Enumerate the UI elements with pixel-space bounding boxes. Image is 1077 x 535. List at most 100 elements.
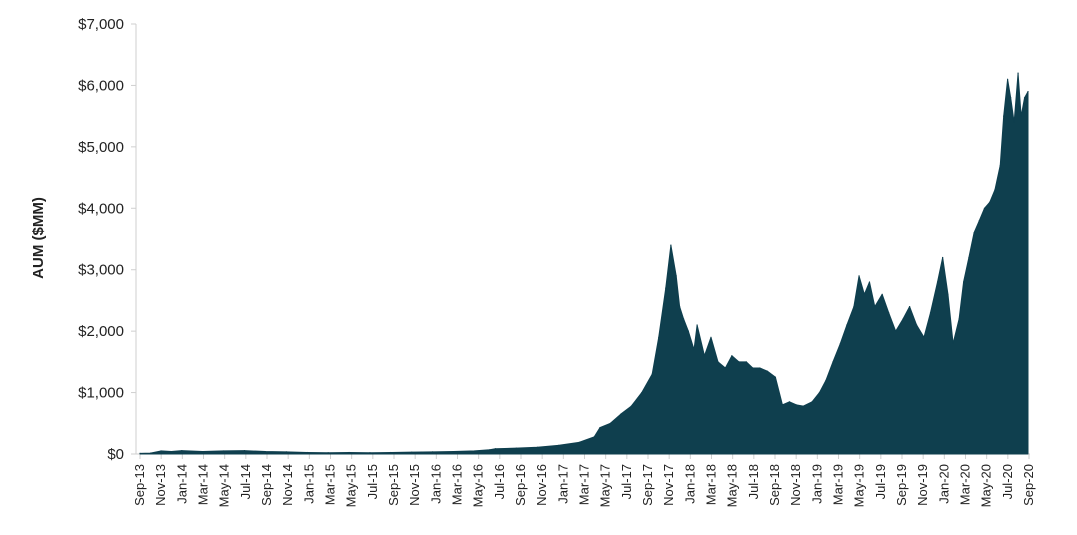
data-point — [752, 367, 754, 369]
data-point — [825, 379, 827, 381]
aum-area-series — [139, 72, 1029, 455]
x-tick-label: Jan-15 — [301, 464, 316, 504]
data-point — [881, 293, 883, 295]
data-point — [999, 164, 1001, 166]
data-point — [411, 451, 413, 453]
x-tick-label: May-20 — [979, 464, 994, 507]
data-point — [774, 376, 777, 378]
x-tick-label: Sep-19 — [894, 464, 909, 506]
x-tick-label: May-19 — [852, 464, 867, 507]
x-tick-label: Sep-13 — [132, 464, 147, 506]
data-point — [348, 451, 350, 454]
data-point — [936, 281, 939, 283]
y-tick-label: $0 — [107, 446, 124, 463]
x-tick-label: May-15 — [344, 464, 359, 507]
y-tick-label: $2,000 — [78, 323, 124, 340]
data-point — [489, 449, 491, 451]
x-tick-label: Jan-14 — [174, 464, 189, 504]
data-point — [641, 391, 643, 394]
data-point — [494, 448, 497, 450]
data-point — [863, 293, 865, 295]
data-point — [452, 450, 455, 453]
data-point — [390, 451, 392, 454]
data-point — [593, 436, 595, 438]
data-point — [795, 404, 797, 406]
x-tick-label: Jul-20 — [1000, 464, 1015, 499]
data-point — [703, 355, 706, 357]
data-point — [895, 330, 897, 332]
data-point — [989, 201, 991, 203]
x-tick-label: Nov-19 — [915, 464, 930, 506]
x-tick-label: Sep-16 — [513, 464, 528, 506]
data-point — [682, 318, 685, 320]
x-tick-label: Jul-19 — [873, 464, 888, 499]
data-point — [832, 361, 834, 363]
y-tick-label: $6,000 — [78, 77, 124, 94]
data-point — [929, 312, 932, 314]
y-tick-label: $4,000 — [78, 200, 124, 217]
x-tick-label: Sep-18 — [767, 464, 782, 506]
x-tick-label: Sep-17 — [640, 464, 655, 506]
data-point — [651, 373, 653, 375]
x-tick-label: Nov-14 — [280, 464, 295, 506]
x-tick-label: Mar-19 — [831, 464, 846, 505]
x-tick-label: Nov-13 — [153, 464, 168, 506]
data-point — [609, 422, 611, 424]
data-point — [306, 451, 308, 454]
data-point — [1027, 90, 1029, 93]
data-point — [724, 367, 726, 369]
x-tick-label: Mar-20 — [958, 464, 973, 505]
y-tick-label: $7,000 — [78, 16, 124, 33]
data-point — [745, 361, 747, 363]
data-point — [1023, 97, 1026, 99]
data-point — [149, 452, 152, 454]
data-point — [916, 324, 918, 326]
data-point — [1013, 121, 1015, 123]
data-point — [908, 305, 911, 308]
data-point — [888, 312, 890, 314]
x-tick-label: May-18 — [725, 464, 740, 507]
x-tick-label: Jul-14 — [238, 464, 253, 499]
data-point — [693, 348, 695, 351]
data-point — [958, 318, 960, 320]
x-tick-label: Mar-16 — [450, 464, 465, 505]
data-point — [557, 444, 559, 446]
data-point — [818, 391, 821, 394]
x-tick-label: Nov-17 — [661, 464, 676, 506]
data-point — [243, 450, 246, 452]
data-point — [679, 305, 681, 308]
data-point — [327, 452, 329, 454]
x-tick-label: May-16 — [471, 464, 486, 507]
data-point — [902, 318, 904, 320]
data-point — [432, 451, 434, 453]
data-point — [846, 324, 848, 326]
data-point — [788, 401, 791, 403]
x-tick-label: Jan-16 — [428, 464, 443, 504]
data-point — [1017, 72, 1019, 74]
x-tick-label: Jan-19 — [809, 464, 824, 504]
data-point — [285, 451, 287, 453]
x-tick-label: Mar-14 — [196, 464, 211, 505]
data-point — [962, 281, 965, 283]
y-tick-label: $3,000 — [78, 262, 124, 279]
data-point — [1007, 78, 1009, 80]
data-point — [670, 244, 672, 246]
data-point — [983, 207, 986, 209]
data-point — [202, 450, 204, 453]
data-point — [536, 446, 538, 448]
data-point — [738, 361, 740, 363]
data-point — [170, 450, 172, 453]
data-point — [223, 450, 225, 452]
data-point — [759, 367, 761, 369]
x-tick-label: Mar-15 — [323, 464, 338, 505]
x-tick-label: Nov-18 — [788, 464, 803, 506]
data-point — [264, 450, 267, 453]
data-point — [731, 355, 733, 357]
x-tick-label: May-17 — [598, 464, 613, 507]
data-point — [599, 426, 601, 429]
data-point — [874, 305, 876, 308]
data-point — [473, 450, 476, 452]
x-tick-label: Sep-20 — [1021, 464, 1036, 506]
y-tick-label: $1,000 — [78, 385, 124, 402]
